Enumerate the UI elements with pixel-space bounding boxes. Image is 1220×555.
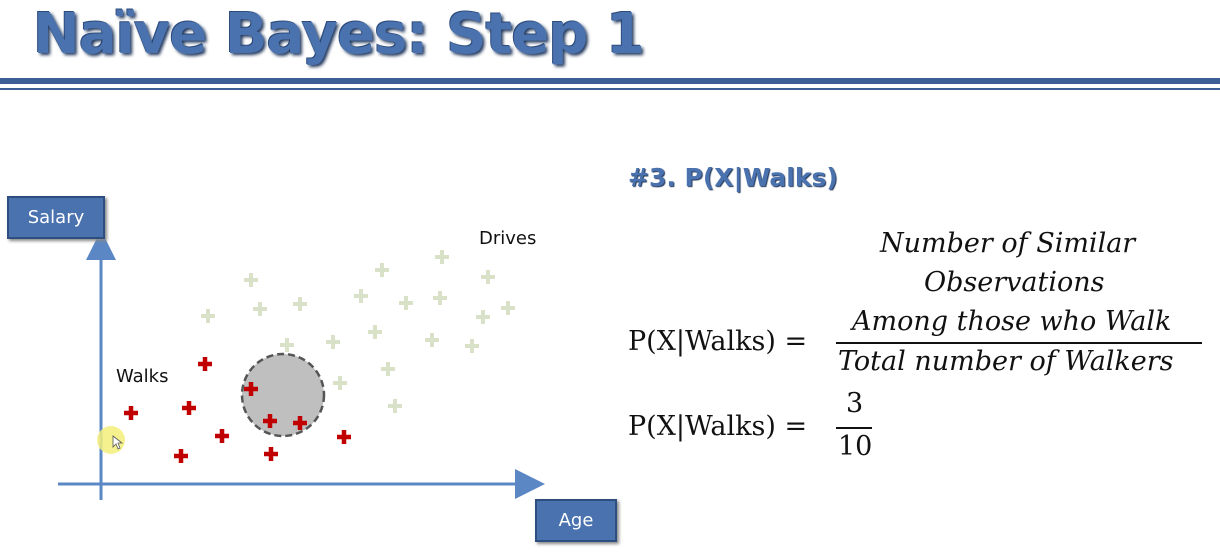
drives-point	[368, 325, 382, 339]
walks-point	[264, 447, 278, 461]
drives-point	[201, 309, 215, 323]
walks-point	[182, 401, 196, 415]
drives-point	[293, 297, 307, 311]
fraction-bar-2	[836, 427, 872, 429]
drives-point	[381, 362, 395, 376]
cursor-highlight	[97, 426, 125, 454]
denominator-2: 10	[838, 431, 873, 462]
walks-point	[263, 414, 277, 428]
drives-point	[244, 273, 258, 287]
drives-point	[253, 302, 267, 316]
drives-point	[501, 301, 515, 315]
formula-heading: #3. P(X|Walks)	[628, 163, 838, 192]
drives-point	[399, 296, 413, 310]
drives-point	[388, 399, 402, 413]
slide-title: Naïve Bayes: Step 1	[33, 2, 645, 67]
cursor-icon	[112, 435, 124, 450]
drives-point	[280, 338, 294, 352]
drives-point	[465, 339, 479, 353]
salary-axis-label: Salary	[7, 196, 105, 239]
drives-point	[326, 335, 340, 349]
denominator-1: Total number of Walkers	[838, 346, 1174, 377]
similar-observations-circle	[240, 352, 326, 438]
drives-point	[375, 263, 389, 277]
walks-point	[215, 429, 229, 443]
drives-point	[354, 289, 368, 303]
numerator-line-1: Number of Similar	[880, 228, 1136, 259]
walks-point	[293, 416, 307, 430]
lhs-2: P(X|Walks) =	[628, 411, 808, 442]
scatter-diagram	[58, 230, 545, 500]
walks-point	[124, 406, 138, 420]
walks-point	[337, 430, 351, 444]
drives-point	[333, 376, 347, 390]
drives-point	[425, 333, 439, 347]
numerator-2: 3	[846, 388, 864, 419]
walks-point	[174, 449, 188, 463]
fraction-bar-1	[836, 342, 1202, 344]
title-rule-thin	[0, 88, 1220, 90]
walks-label: Walks	[116, 366, 169, 387]
age-axis-label: Age	[535, 499, 617, 542]
drives-label: Drives	[479, 228, 537, 249]
walks-point	[244, 382, 258, 396]
drives-point	[435, 250, 449, 264]
numerator-line-3: Among those who Walk	[852, 306, 1172, 337]
drives-point	[433, 291, 447, 305]
title-rule-thick	[0, 78, 1220, 84]
lhs-1: P(X|Walks) =	[628, 326, 808, 357]
walks-point	[198, 357, 212, 371]
drives-point	[476, 310, 490, 324]
drives-point	[481, 270, 495, 284]
numerator-line-2: Observations	[924, 267, 1105, 298]
